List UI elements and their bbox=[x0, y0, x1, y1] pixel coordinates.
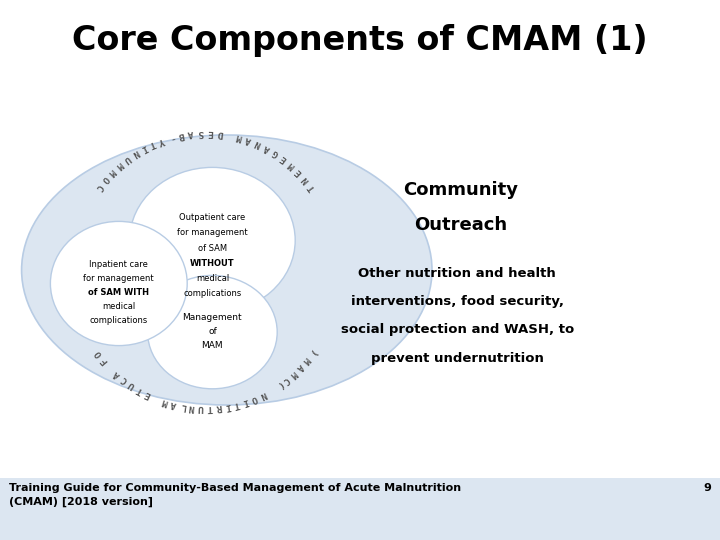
Text: interventions, food security,: interventions, food security, bbox=[351, 295, 564, 308]
Text: MAM: MAM bbox=[202, 341, 223, 350]
Text: for management: for management bbox=[84, 274, 154, 284]
Text: B: B bbox=[177, 130, 184, 140]
Text: A: A bbox=[294, 362, 305, 372]
Text: Outreach: Outreach bbox=[414, 216, 508, 234]
Text: E: E bbox=[143, 389, 153, 400]
Text: M: M bbox=[161, 396, 169, 407]
Text: Community: Community bbox=[403, 181, 518, 199]
Text: I: I bbox=[225, 401, 232, 410]
Text: M: M bbox=[287, 160, 297, 170]
Text: WITHOUT: WITHOUT bbox=[190, 259, 235, 268]
Text: D: D bbox=[217, 129, 223, 138]
Text: E: E bbox=[207, 128, 213, 137]
Text: C: C bbox=[281, 374, 291, 385]
Text: U: U bbox=[197, 403, 204, 412]
Text: N: N bbox=[188, 402, 195, 411]
Text: T: T bbox=[306, 182, 317, 192]
Text: R: R bbox=[215, 402, 222, 411]
Ellipse shape bbox=[50, 221, 187, 346]
Text: C: C bbox=[120, 374, 130, 385]
Text: Y: Y bbox=[158, 134, 166, 145]
Text: (: ( bbox=[274, 380, 284, 390]
Text: M: M bbox=[235, 132, 243, 142]
Text: E: E bbox=[279, 153, 289, 164]
Text: Inpatient care: Inpatient care bbox=[89, 260, 148, 269]
Text: Other nutrition and health: Other nutrition and health bbox=[359, 267, 556, 280]
Text: E: E bbox=[293, 167, 304, 177]
Text: Management: Management bbox=[183, 313, 242, 322]
Text: -: - bbox=[167, 132, 175, 142]
Text: N: N bbox=[253, 138, 262, 149]
Text: F: F bbox=[99, 355, 110, 366]
Text: N: N bbox=[258, 389, 267, 400]
Text: A: A bbox=[262, 143, 271, 153]
Text: complications: complications bbox=[90, 316, 148, 326]
Bar bbox=[0, 478, 720, 540]
Text: U: U bbox=[127, 380, 137, 390]
Ellipse shape bbox=[148, 275, 277, 389]
Text: Outpatient care: Outpatient care bbox=[179, 213, 246, 222]
Text: M: M bbox=[300, 355, 311, 366]
Text: of: of bbox=[208, 327, 217, 336]
Text: M: M bbox=[288, 368, 298, 379]
Text: U: U bbox=[122, 153, 132, 164]
Text: A: A bbox=[245, 134, 253, 145]
Text: T: T bbox=[233, 399, 240, 409]
Text: social protection and WASH, to: social protection and WASH, to bbox=[341, 323, 574, 336]
Ellipse shape bbox=[130, 167, 295, 313]
Text: C: C bbox=[94, 182, 104, 192]
Text: complications: complications bbox=[184, 289, 241, 298]
Text: Core Components of CMAM (1): Core Components of CMAM (1) bbox=[72, 24, 648, 57]
Text: I: I bbox=[241, 396, 250, 407]
Text: of SAM: of SAM bbox=[198, 244, 227, 253]
Text: O: O bbox=[94, 348, 104, 358]
Ellipse shape bbox=[22, 135, 432, 405]
Text: O: O bbox=[100, 174, 110, 184]
Text: A: A bbox=[112, 368, 122, 379]
Text: ): ) bbox=[306, 348, 317, 358]
Text: O: O bbox=[250, 393, 258, 403]
Text: for management: for management bbox=[177, 228, 248, 238]
Text: T: T bbox=[148, 138, 157, 149]
Text: medical: medical bbox=[196, 274, 229, 283]
Text: L: L bbox=[179, 401, 186, 410]
Text: 9: 9 bbox=[703, 483, 711, 494]
Text: M: M bbox=[107, 167, 117, 177]
Text: G: G bbox=[271, 147, 280, 158]
Text: A: A bbox=[170, 399, 177, 409]
Text: N: N bbox=[300, 174, 310, 184]
Text: Training Guide for Community-Based Management of Acute Malnutrition
(CMAM) [2018: Training Guide for Community-Based Manag… bbox=[9, 483, 461, 507]
Text: A: A bbox=[187, 129, 194, 138]
Text: of SAM WITH: of SAM WITH bbox=[89, 288, 149, 298]
Text: S: S bbox=[197, 128, 203, 137]
Text: prevent undernutrition: prevent undernutrition bbox=[371, 352, 544, 365]
Text: medical: medical bbox=[102, 302, 135, 312]
Text: T: T bbox=[135, 384, 145, 395]
Text: I: I bbox=[139, 143, 148, 153]
Text: M: M bbox=[114, 160, 124, 170]
Text: N: N bbox=[130, 147, 140, 158]
Text: T: T bbox=[207, 403, 213, 412]
